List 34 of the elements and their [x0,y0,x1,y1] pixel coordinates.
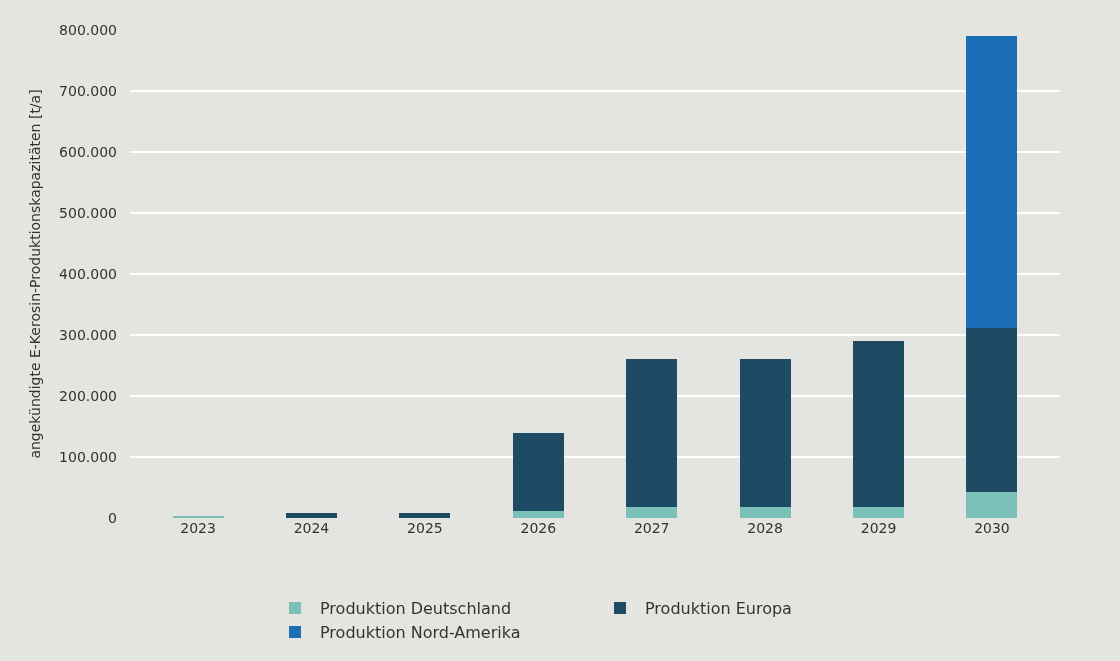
x-tick-label: 2024 [293,520,330,536]
y-tick-label: 700.000 [59,82,117,99]
x-tick-label: 2023 [180,520,216,536]
x-tick-label: 2025 [407,520,443,536]
y-tick-label: 800.000 [59,21,117,38]
bar [626,507,678,518]
bar [853,341,905,508]
x-tick-label: 2027 [633,520,670,536]
bar [966,36,1018,328]
y-tick-label: 500.000 [59,204,117,221]
x-tick-label: 2030 [974,520,1010,536]
x-tick-label: 2028 [747,520,783,536]
bar [512,432,564,511]
x-tick-label: 2026 [520,520,557,536]
bar [739,359,791,508]
y-tick-label: 400.000 [59,265,117,282]
bar [853,507,905,518]
y-tick-label: 600.000 [59,143,117,160]
bar [626,359,678,508]
legend-label: Produktion Nord-Amerika [320,623,521,643]
legend-label: Produktion Deutschland [320,599,512,619]
bar [739,507,791,518]
bar [285,513,337,518]
legend-label: Produktion Europa [645,599,792,619]
bar [399,513,451,518]
bar [512,510,564,518]
y-axis-title: angekündigte E-Kerosin-Produktionskapazitäten [t/a] [26,89,43,459]
y-tick-label: 300.000 [59,326,117,343]
y-tick-label: 0 [108,509,117,526]
x-tick-label: 2029 [860,520,897,536]
bar [966,327,1018,493]
y-tick-label: 100.000 [59,448,117,465]
y-tick-label: 200.000 [59,387,117,404]
bar [966,492,1018,518]
